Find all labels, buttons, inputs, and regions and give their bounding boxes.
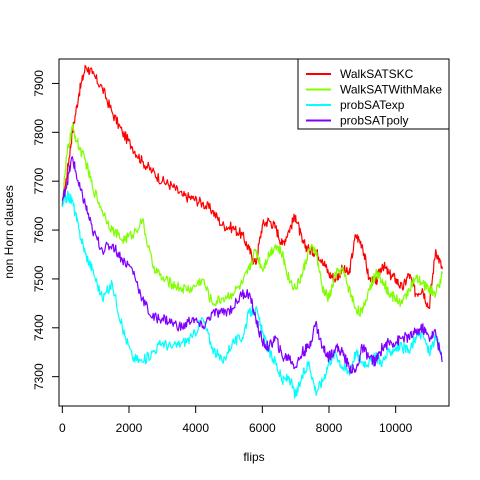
x-tick-label: 10000	[379, 421, 413, 435]
y-axis-label: non Horn clauses	[2, 185, 16, 278]
plot-lines	[61, 64, 443, 399]
series-line-WalkSATSKC	[61, 64, 443, 309]
legend-label-probSATpoly: probSATpoly	[340, 114, 408, 128]
series-line-WalkSATWithMake	[62, 123, 443, 317]
series-line-probSATexp	[61, 190, 443, 399]
x-tick-label: 6000	[249, 421, 276, 435]
legend-label-WalkSATWithMake: WalkSATWithMake	[340, 83, 442, 97]
y-tick-label: 7500	[32, 265, 46, 292]
x-tick-label: 8000	[316, 421, 343, 435]
x-tick-label: 2000	[116, 421, 143, 435]
y-tick-label: 7600	[32, 216, 46, 243]
x-tick-label: 0	[59, 421, 66, 435]
y-tick-label: 7800	[32, 119, 46, 146]
y-tick-label: 7300	[32, 363, 46, 390]
series-line-probSATpoly	[61, 156, 443, 374]
y-axis: 7300 7400 7500 7600 7700 7800 7900	[32, 70, 60, 390]
y-tick-label: 7400	[32, 314, 46, 341]
x-axis: 0 2000 4000 6000 8000 10000	[59, 405, 413, 435]
y-tick-label: 7900	[32, 70, 46, 97]
legend-label-probSATexp: probSATexp	[340, 98, 405, 112]
x-axis-label: flips	[243, 450, 264, 464]
y-tick-label: 7700	[32, 168, 46, 195]
legend-box	[297, 58, 450, 130]
x-tick-label: 4000	[182, 421, 209, 435]
legend-label-WalkSATSKC: WalkSATSKC	[340, 67, 414, 81]
